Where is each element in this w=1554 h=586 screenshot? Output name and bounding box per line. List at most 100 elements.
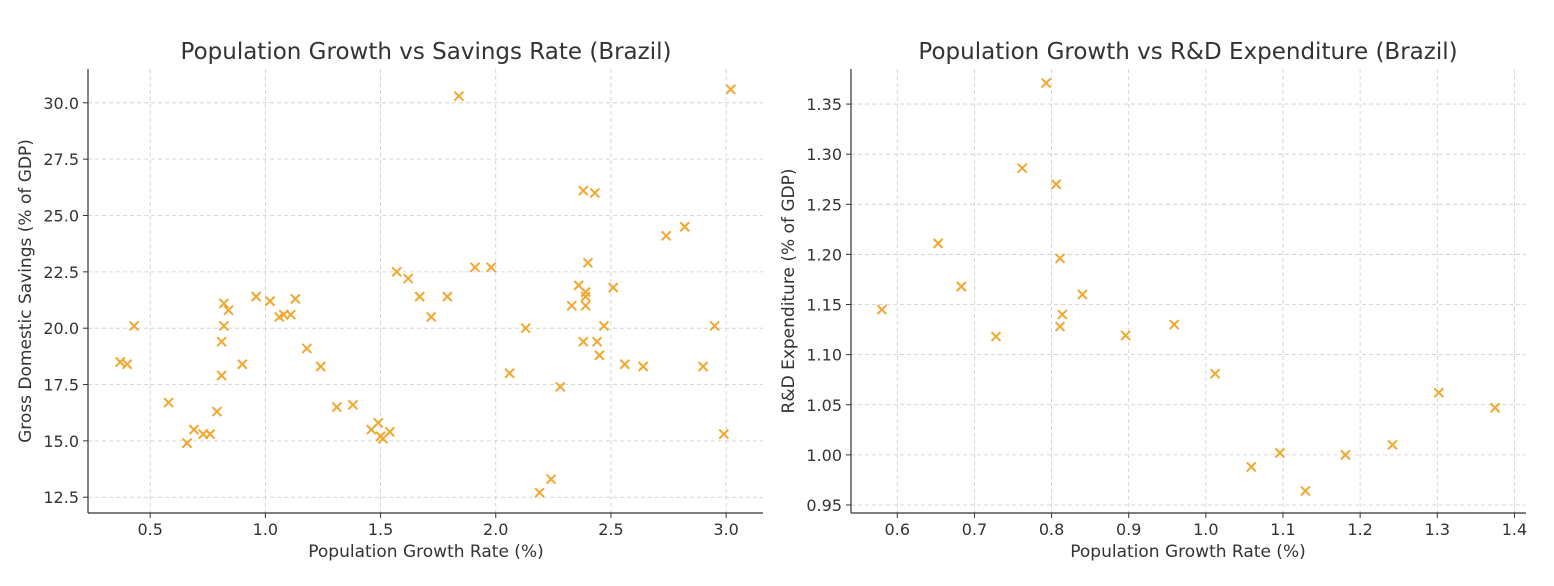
x-marker-point (956, 281, 967, 292)
y-axis-label: Gross Domestic Savings (% of GDP) (16, 139, 36, 443)
y-tick-label: 1.35 (806, 95, 842, 114)
y-tick-label: 30.0 (43, 94, 79, 113)
y-tick-label: 15.0 (43, 432, 79, 451)
data-points (876, 77, 1501, 497)
x-tick-label: 1.4 (1502, 520, 1527, 539)
x-axis-label: Population Growth Rate (%) (1070, 542, 1305, 562)
y-tick-label: 1.00 (806, 446, 842, 465)
tick-marks: 0.6 0.7 0.8 0.9 1.0 1.1 1.2 1.3 1.4 0.95 1.00 1.05 1… (806, 95, 1527, 539)
y-tick-label: 1.25 (806, 195, 842, 214)
x-marker-point (534, 487, 545, 498)
x-marker-point (1169, 319, 1180, 330)
x-marker-point (1050, 179, 1062, 190)
x-marker-point (580, 300, 591, 311)
x-marker-point (264, 295, 276, 307)
x-marker-point (580, 286, 591, 298)
grid-lines (851, 69, 1526, 513)
x-marker-point (204, 428, 216, 440)
x-marker-point (347, 399, 359, 411)
x-tick-label: 1.1 (1270, 520, 1295, 539)
x-marker-point (932, 238, 944, 249)
x-marker-point (223, 304, 234, 316)
x-marker-point (555, 381, 566, 392)
x-marker-point (469, 262, 481, 273)
x-marker-point (1209, 368, 1221, 379)
x-marker-point (697, 361, 709, 372)
x-marker-point (990, 331, 1002, 342)
x-marker-point (414, 291, 425, 302)
y-tick-label: 0.95 (806, 496, 842, 515)
x-marker-point (545, 473, 557, 485)
x-marker-point (218, 298, 230, 309)
x-tick-label: 0.9 (1116, 520, 1141, 539)
y-axis-label: R&D Expenditure (% of GDP) (779, 169, 799, 414)
x-marker-point (1433, 387, 1445, 398)
x-marker-point (211, 406, 223, 417)
x-marker-point (218, 320, 230, 332)
x-marker-point (718, 428, 730, 440)
x-tick-label: 0.8 (1039, 520, 1064, 539)
x-marker-point (578, 185, 589, 196)
x-marker-point (578, 336, 589, 347)
x-marker-point (1054, 253, 1066, 264)
x-marker-point (115, 356, 126, 368)
rd-expenditure-chart: Population Growth vs R&D Expenditure (Br… (779, 39, 1527, 562)
x-marker-point (589, 187, 601, 199)
x-marker-point (598, 320, 610, 332)
x-marker-point (1274, 447, 1286, 459)
x-marker-point (426, 311, 437, 323)
x-marker-point (1387, 439, 1398, 451)
x-marker-point (485, 262, 497, 273)
x-tick-label: 2.5 (598, 520, 623, 539)
tick-marks: 0.5 1.0 1.5 2.0 2.5 3.0 12.5 15.0 17.5 20.0 22.5 25… (43, 94, 738, 539)
x-marker-point (163, 397, 174, 408)
y-tick-label: 1.10 (806, 346, 842, 365)
x-tick-label: 0.5 (137, 520, 162, 539)
x-tick-label: 1.2 (1347, 520, 1372, 539)
x-marker-point (1489, 402, 1501, 413)
x-tick-label: 3.0 (713, 520, 738, 539)
x-marker-point (188, 424, 200, 435)
x-axis-label: Population Growth Rate (%) (308, 542, 543, 562)
x-marker-point (608, 282, 619, 293)
x-tick-label: 1.0 (1193, 520, 1218, 539)
x-marker-point (237, 359, 248, 370)
x-marker-point (594, 350, 605, 361)
x-marker-point (1077, 289, 1088, 300)
x-tick-label: 0.6 (885, 520, 910, 539)
x-marker-point (580, 291, 591, 302)
x-marker-point (373, 417, 384, 429)
x-marker-point (331, 401, 343, 413)
x-tick-label: 2.0 (483, 520, 508, 539)
x-marker-point (709, 320, 720, 332)
x-marker-point (679, 221, 690, 232)
x-marker-point (582, 257, 594, 269)
y-tick-label: 20.0 (43, 319, 79, 338)
x-marker-point (250, 291, 262, 302)
x-marker-point (591, 336, 603, 347)
y-tick-label: 25.0 (43, 206, 79, 225)
savings-rate-chart: Population Growth vs Savings Rate (Brazi… (16, 39, 763, 562)
x-marker-point (121, 359, 133, 370)
x-tick-label: 1.0 (253, 520, 278, 539)
y-tick-label: 27.5 (43, 150, 79, 169)
y-tick-label: 1.30 (806, 145, 842, 164)
y-tick-label: 1.20 (806, 245, 842, 264)
y-tick-label: 1.15 (806, 296, 842, 315)
x-tick-label: 1.5 (368, 520, 393, 539)
x-tick-label: 0.7 (962, 520, 987, 539)
data-points (115, 84, 736, 498)
x-marker-point (453, 90, 465, 102)
x-marker-point (876, 304, 888, 315)
x-marker-point (285, 309, 296, 320)
x-marker-point (1054, 321, 1066, 332)
chart-title: Population Growth vs Savings Rate (Brazi… (181, 39, 672, 65)
x-marker-point (1017, 163, 1028, 174)
x-marker-point (181, 437, 193, 449)
x-marker-point (725, 84, 736, 95)
x-marker-point (520, 322, 531, 334)
x-marker-point (301, 343, 313, 354)
y-tick-label: 22.5 (43, 263, 79, 282)
x-marker-point (1040, 77, 1052, 89)
